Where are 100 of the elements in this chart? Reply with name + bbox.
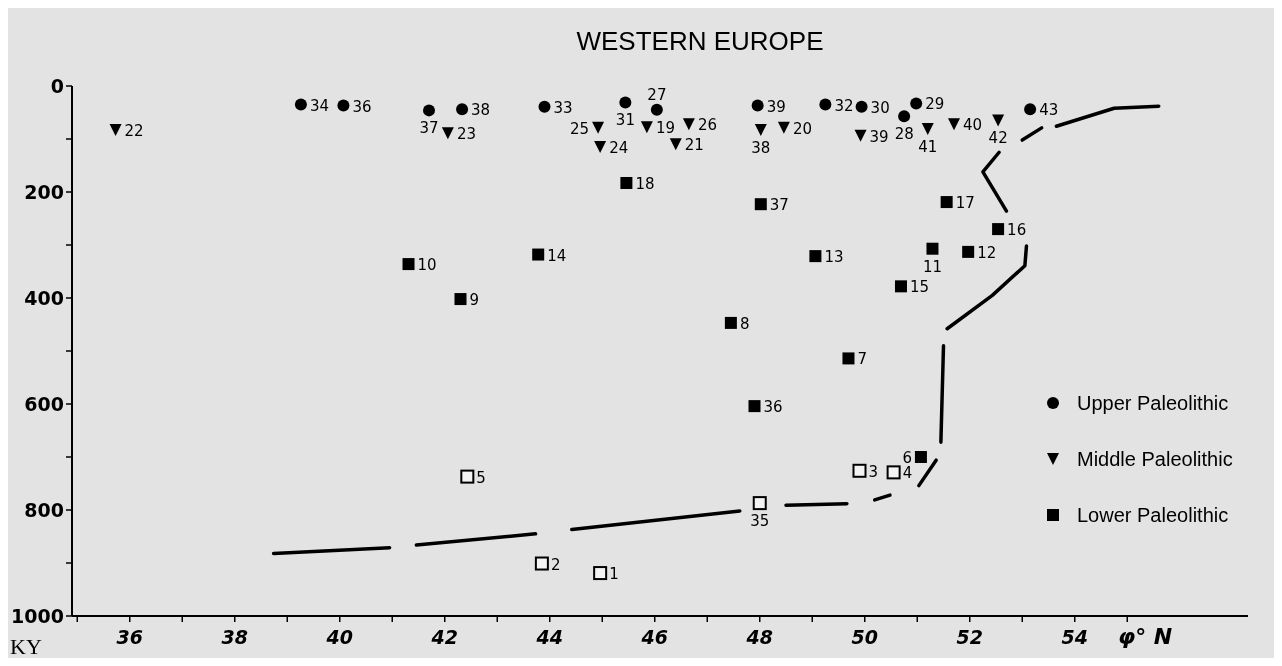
point xyxy=(592,121,605,134)
annotation: 28 xyxy=(894,125,914,144)
point xyxy=(640,121,653,134)
annotation: 35 xyxy=(750,512,770,531)
annotation: 17 xyxy=(955,194,975,213)
annotation: 38 xyxy=(471,101,491,120)
point xyxy=(948,118,960,131)
annotation: 38 xyxy=(751,138,771,157)
annotation: 24 xyxy=(609,138,629,157)
annotation: 5 xyxy=(476,468,486,487)
annotation: 29 xyxy=(925,95,945,114)
annotation: 37 xyxy=(419,119,439,138)
annotation: 25 xyxy=(570,119,590,138)
point xyxy=(594,140,607,153)
x-tick-label: 36 xyxy=(116,626,143,648)
annotation: 32 xyxy=(834,96,854,115)
annotation: 23 xyxy=(456,125,476,144)
point xyxy=(748,400,761,413)
annotation: 41 xyxy=(918,137,938,156)
x-tick-label: 50 xyxy=(851,626,878,648)
annotation: 12 xyxy=(977,243,997,262)
annotation: 3 xyxy=(868,462,879,481)
point xyxy=(532,248,545,261)
point xyxy=(898,110,911,123)
annotation: 26 xyxy=(697,116,717,135)
point xyxy=(454,293,467,306)
annotation: 14 xyxy=(547,246,567,265)
annotation: 43 xyxy=(1039,101,1059,120)
x-tick-label: 44 xyxy=(535,626,563,648)
annotation: 40 xyxy=(963,116,983,135)
point xyxy=(441,127,454,140)
point xyxy=(910,97,923,110)
point xyxy=(854,129,867,142)
point xyxy=(992,114,1005,127)
point xyxy=(752,496,767,511)
point xyxy=(423,104,435,117)
point xyxy=(819,98,832,111)
annotation: 18 xyxy=(635,174,655,193)
annotation: 2 xyxy=(550,555,561,574)
annotation: 27 xyxy=(647,85,667,104)
point xyxy=(992,223,1005,236)
y-tick-label: 0 xyxy=(50,74,64,97)
annotation: 16 xyxy=(1007,221,1027,240)
point xyxy=(538,100,551,113)
annotation: 31 xyxy=(615,111,635,130)
annotation: 21 xyxy=(684,136,704,155)
point xyxy=(682,118,695,131)
annotation: 39 xyxy=(766,97,786,116)
annotation: 39 xyxy=(869,127,889,146)
annotation: 6 xyxy=(902,449,912,467)
annotation: 7 xyxy=(857,350,868,369)
point xyxy=(914,451,927,463)
point xyxy=(926,242,939,255)
annotation: 20 xyxy=(792,119,812,138)
point xyxy=(962,245,975,258)
point xyxy=(754,198,767,211)
annotation: 15 xyxy=(909,278,930,297)
y-tick-label: 200 xyxy=(24,180,64,203)
point xyxy=(460,469,475,484)
point xyxy=(751,99,764,112)
x-tick-label: 38 xyxy=(221,626,248,648)
point xyxy=(620,176,633,189)
x-tick-label: 46 xyxy=(640,626,668,648)
x-tick-label: 40 xyxy=(325,626,353,648)
annotation: 22 xyxy=(124,121,144,140)
point xyxy=(940,196,953,209)
annotation: 9 xyxy=(469,291,480,310)
point xyxy=(754,123,767,136)
y-tick-label: 600 xyxy=(24,392,64,415)
point xyxy=(669,138,682,151)
y-tick-label: 400 xyxy=(24,286,64,309)
point xyxy=(921,122,934,135)
annotation: 30 xyxy=(870,98,890,117)
x-axis-title: φ° N xyxy=(1118,624,1173,649)
y-tick-label: 800 xyxy=(24,498,64,521)
annotation: 4 xyxy=(902,464,913,483)
point xyxy=(534,556,549,571)
annotation: 34 xyxy=(309,96,329,115)
point xyxy=(1024,103,1037,116)
annotation: 37 xyxy=(769,196,789,215)
point xyxy=(809,250,822,263)
x-tick-label: 52 xyxy=(956,626,983,648)
annotation: 19 xyxy=(655,119,675,138)
annotation: 36 xyxy=(763,398,783,417)
y-axis-title: KY xyxy=(10,634,42,659)
x-tick-label: 48 xyxy=(745,626,773,648)
annotation: 36 xyxy=(352,97,372,116)
annotation: 33 xyxy=(553,98,573,117)
point xyxy=(855,100,868,113)
point xyxy=(777,121,790,134)
chart-title: WESTERN EUROPE xyxy=(576,26,824,56)
annotation: 1 xyxy=(609,565,619,584)
point xyxy=(294,98,307,111)
x-tick-label: 54 xyxy=(1061,626,1088,648)
line-series xyxy=(945,244,1029,331)
point xyxy=(852,463,867,478)
point xyxy=(337,99,350,112)
y-tick-label: 1000 xyxy=(11,604,64,627)
point xyxy=(650,103,663,116)
point xyxy=(619,96,632,109)
